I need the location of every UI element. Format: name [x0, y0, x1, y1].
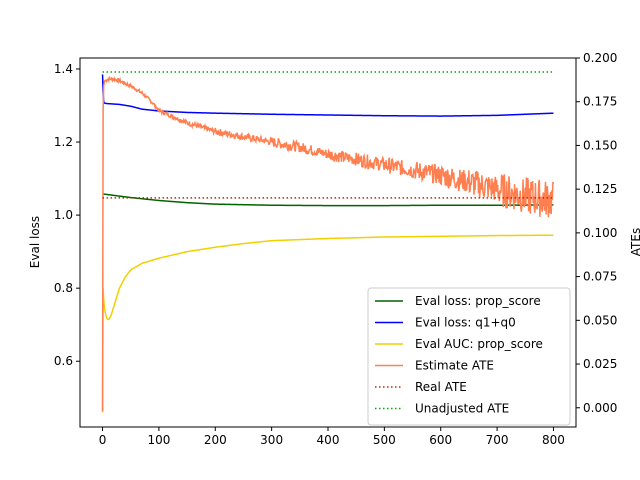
series-line-eval-auc-prop-score [101, 234, 554, 413]
x-tick-label: 400 [317, 433, 340, 447]
legend-label-estimate-ate: Estimate ATE [415, 359, 494, 373]
x-tick-label: 100 [147, 433, 170, 447]
x-tick-label: 200 [204, 433, 227, 447]
series-line-estimate-ate [101, 75, 555, 412]
y-right-tick-label: 0.075 [583, 270, 617, 284]
series-line-eval-loss-q1-q0 [101, 74, 554, 117]
x-tick-label: 700 [486, 433, 509, 447]
y-right-tick-label: 0.100 [583, 226, 617, 240]
x-tick-label: 800 [542, 433, 565, 447]
x-tick-label: 0 [99, 433, 107, 447]
legend-label-eval-loss-prop-score: Eval loss: prop_score [415, 294, 541, 308]
y-right-tick-label: 0.125 [583, 182, 617, 196]
legend-label-eval-loss-q1-q0: Eval loss: q1+q0 [415, 316, 516, 330]
ticks-layer: 0 100 200 300 400 500 600 700 800 0.6 0.8 1.0 1.2 1.4… [54, 51, 617, 447]
y-axis-right-label: ATEs [629, 228, 640, 256]
legend-box [367, 287, 571, 426]
y-left-tick-label: 0.8 [54, 281, 73, 295]
y-right-tick-label: 0.025 [583, 357, 617, 371]
legend-label-unadjusted-ate: Unadjusted ATE [415, 402, 509, 416]
y-right-tick-label: 0.200 [583, 51, 617, 65]
series-layer [101, 71, 555, 413]
legend-label-eval-auc-prop-score: Eval AUC: prop_score [415, 337, 543, 351]
x-tick-label: 300 [260, 433, 283, 447]
y-axis-left-label: Eval loss [28, 216, 42, 268]
x-tick-label: 500 [373, 433, 396, 447]
y-left-tick-label: 0.6 [54, 354, 73, 368]
y-left-tick-label: 1.4 [54, 62, 73, 76]
y-left-tick-label: 1.0 [54, 208, 73, 222]
y-right-tick-label: 0.175 [583, 95, 617, 109]
y-left-tick-label: 1.2 [54, 135, 73, 149]
y-right-tick-label: 0.150 [583, 138, 617, 152]
x-tick-label: 600 [429, 433, 452, 447]
legend: Eval loss: prop_score Eval loss: q1+q0 Eva… [367, 287, 571, 426]
plot-frame [79, 57, 577, 428]
y-right-tick-label: 0.050 [583, 313, 617, 327]
series-line-eval-loss-prop-score [102, 193, 554, 207]
legend-label-real-ate: Real ATE [415, 380, 467, 394]
y-right-tick-label: 0.000 [583, 401, 617, 415]
